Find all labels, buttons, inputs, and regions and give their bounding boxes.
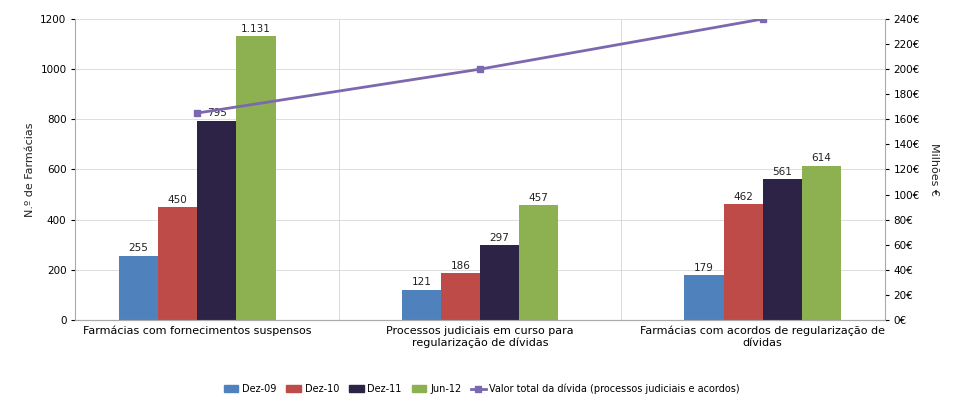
Text: 121: 121 xyxy=(412,277,431,287)
Bar xyxy=(724,204,763,320)
Bar xyxy=(763,179,802,320)
Text: 255: 255 xyxy=(128,243,148,253)
Text: 179: 179 xyxy=(694,262,714,272)
Text: 297: 297 xyxy=(490,233,510,243)
Text: 561: 561 xyxy=(772,167,792,177)
Bar xyxy=(119,256,158,320)
Text: 1.131: 1.131 xyxy=(241,24,271,34)
Bar xyxy=(441,273,480,320)
Bar xyxy=(802,166,841,320)
Y-axis label: N.º de Farmácias: N.º de Farmácias xyxy=(25,122,35,217)
Bar xyxy=(236,36,276,320)
Text: 614: 614 xyxy=(812,154,831,164)
Legend: Dez-09, Dez-10, Dez-11, Jun-12, Valor total da dívida (processos judiciais e aco: Dez-09, Dez-10, Dez-11, Jun-12, Valor to… xyxy=(220,380,744,398)
Text: 186: 186 xyxy=(450,261,470,271)
Text: 457: 457 xyxy=(529,193,549,203)
Text: 450: 450 xyxy=(168,195,188,205)
Y-axis label: Milhões €: Milhões € xyxy=(929,143,939,196)
Bar xyxy=(480,245,520,320)
Bar xyxy=(520,206,558,320)
Bar xyxy=(684,275,724,320)
Text: 462: 462 xyxy=(734,191,753,202)
Bar xyxy=(402,290,441,320)
Bar xyxy=(198,120,236,320)
Text: 795: 795 xyxy=(207,108,227,118)
Bar xyxy=(158,207,198,320)
